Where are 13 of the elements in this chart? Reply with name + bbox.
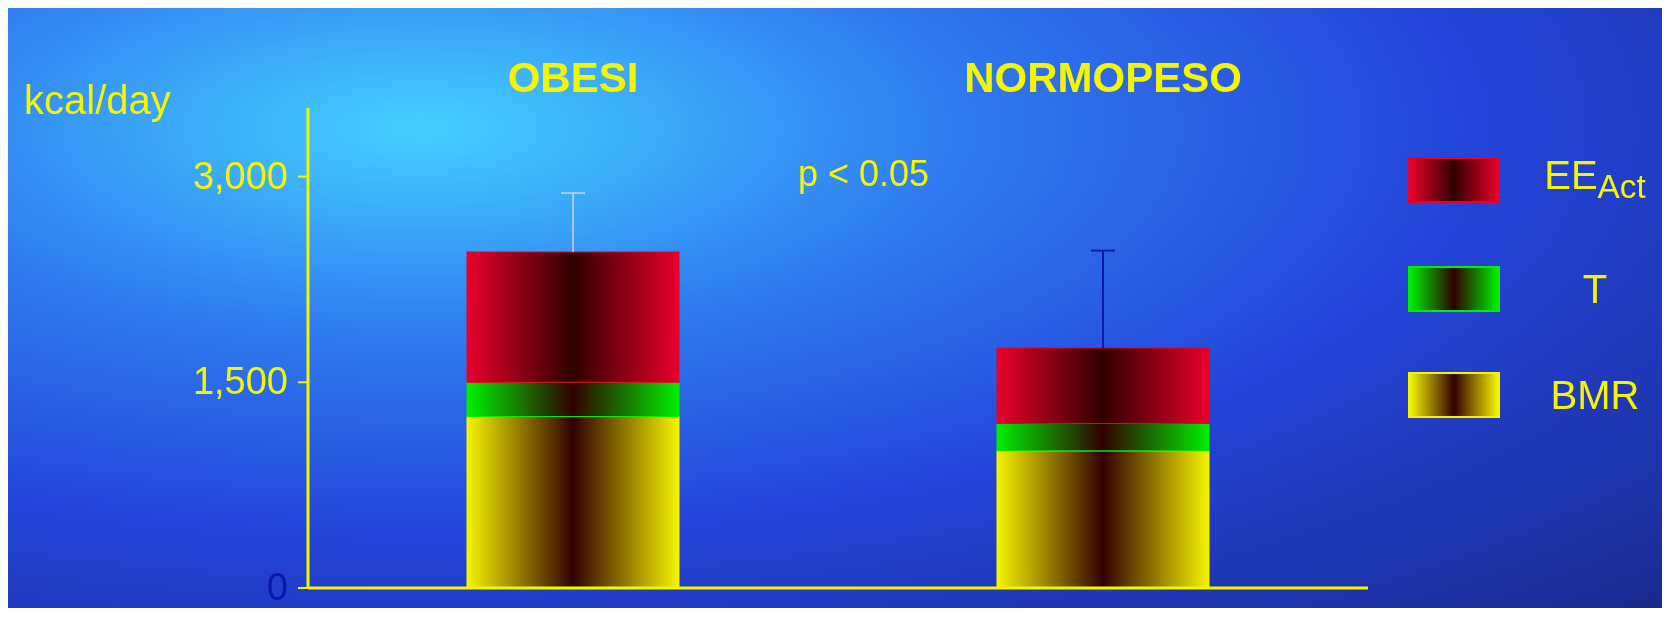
legend-label: T (1581, 266, 1609, 312)
annotation: p < 0.05 (798, 153, 930, 195)
x-tick-label: OBESI (507, 54, 639, 101)
y-tick-label: 1,500 (192, 360, 288, 403)
y-axis-title: kcal/day (24, 78, 171, 123)
legend-label: EE$_{Act}$ (1543, 153, 1647, 206)
legend-label: BMR (1549, 372, 1641, 418)
x-tick-label: NORMOPESO (964, 54, 1242, 101)
bar (996, 422, 1210, 452)
bar (466, 381, 680, 418)
y-tick-label: 3,000 (192, 154, 288, 197)
bar (996, 347, 1210, 424)
bar (466, 251, 680, 383)
